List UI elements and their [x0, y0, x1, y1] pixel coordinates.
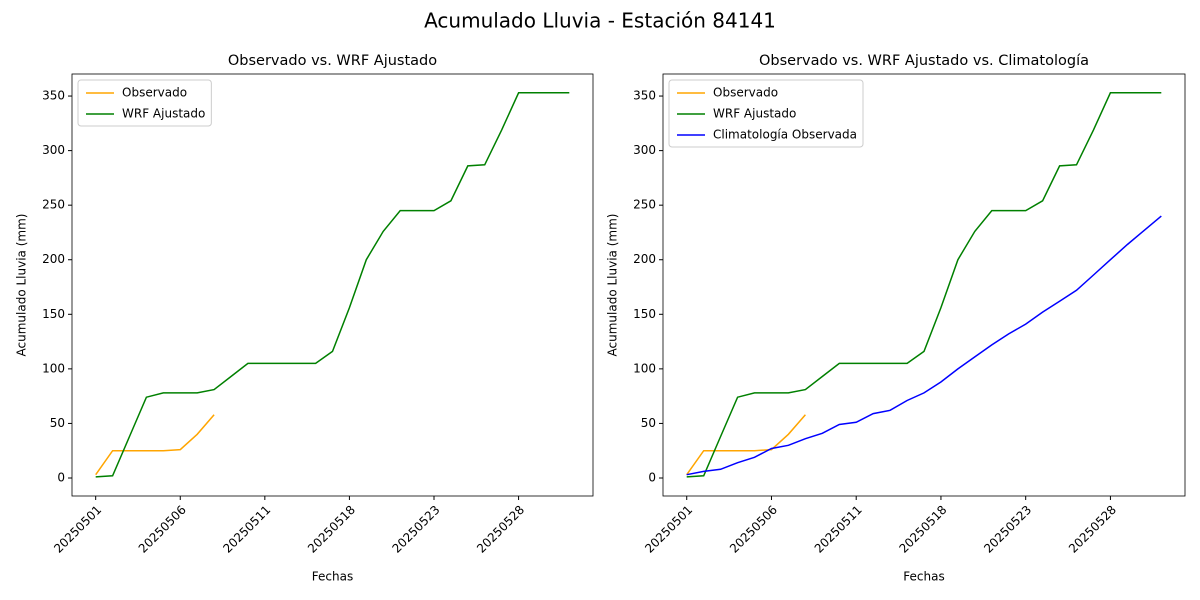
y-tick-label: 150 [633, 307, 656, 321]
legend-label: WRF Ajustado [713, 107, 796, 121]
series-line [95, 414, 215, 476]
axes-frame [662, 73, 1186, 497]
y-tick-label: 250 [633, 198, 656, 212]
legend: Observado WRF Ajustado [77, 79, 212, 127]
figure-title: Acumulado Lluvia - Estación 84141 [424, 9, 776, 33]
y-tick-label: 100 [633, 361, 656, 375]
y-axis-label: Acumulado Lluvia (mm) [606, 214, 620, 357]
y-axis-label: Acumulado Lluvia (mm) [15, 214, 29, 357]
legend-box [668, 79, 864, 148]
y-tick-label: 0 [648, 470, 656, 484]
legend-label: Observado [122, 86, 187, 100]
legend-label: WRF Ajustado [122, 107, 205, 121]
y-tick-label: 50 [641, 416, 656, 430]
y-tick-label: 150 [42, 307, 65, 321]
y-tick-label: 300 [42, 143, 65, 157]
legend-label: Observado [713, 86, 778, 100]
y-tick-label: 0 [57, 470, 65, 484]
y-tick-label: 300 [633, 143, 656, 157]
y-tick-label: 100 [42, 361, 65, 375]
axes-frame [71, 73, 594, 497]
y-tick-label: 200 [42, 252, 65, 266]
y-tick-label: 350 [42, 89, 65, 103]
series-line [686, 215, 1162, 476]
chart-title: Observado vs. WRF Ajustado [228, 53, 437, 69]
y-tick-label: 350 [633, 89, 656, 103]
legend-label: Climatología Observada [713, 128, 857, 142]
legend: Observado WRF Ajustado Climatología Observ… [668, 79, 864, 148]
y-tick-label: 50 [50, 416, 65, 430]
x-axis-label: Fechas [312, 570, 353, 584]
series-line [686, 414, 806, 476]
y-tick-label: 250 [42, 198, 65, 212]
x-axis-label: Fechas [903, 570, 944, 584]
y-tick-label: 200 [633, 252, 656, 266]
series-line [686, 92, 1162, 478]
series-line [95, 92, 570, 478]
chart-title: Observado vs. WRF Ajustado vs. Climatolo… [759, 53, 1089, 69]
